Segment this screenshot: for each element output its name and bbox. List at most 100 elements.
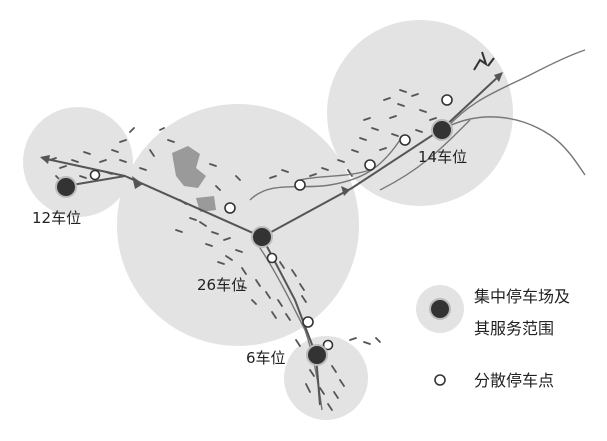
roads	[249, 49, 586, 411]
settlement-mark	[419, 109, 427, 113]
settlement-mark	[397, 103, 405, 107]
settlement-mark	[411, 93, 419, 97]
road	[249, 139, 401, 201]
settlement-mark	[383, 97, 391, 101]
settlement-mark	[281, 169, 289, 173]
settlement-mark	[119, 159, 127, 163]
settlement-mark	[337, 159, 345, 163]
scattered-parking-point	[266, 252, 278, 264]
settlement-mark	[371, 127, 379, 131]
settlement-mark	[271, 311, 277, 319]
scattered-parking-point	[364, 159, 376, 171]
parking-hubs	[55, 119, 453, 366]
settlement-mark	[301, 295, 307, 303]
settlement-mark	[321, 167, 329, 171]
settlement-mark	[251, 299, 257, 305]
settlement-mark	[189, 217, 197, 221]
settlement-mark	[349, 337, 357, 341]
settlement-mark	[119, 139, 127, 143]
settlement-mark	[129, 127, 135, 133]
settlement-mark	[209, 163, 217, 167]
settlement-mark	[331, 365, 337, 373]
route	[261, 74, 501, 238]
settlement-mark	[71, 159, 79, 163]
settlement-mark	[277, 299, 283, 307]
settlement-mark	[83, 151, 91, 155]
road	[444, 49, 586, 131]
settlement-mark	[379, 147, 387, 151]
road	[299, 169, 371, 181]
service-area-14	[327, 20, 513, 206]
settlement-mark	[225, 255, 233, 261]
settlement-mark	[167, 139, 175, 143]
settlement-mark	[239, 285, 247, 289]
scattered-parking-point	[294, 179, 306, 191]
settlement-mark	[285, 313, 291, 321]
settlement-mark	[205, 243, 213, 247]
buildings	[172, 146, 216, 212]
scattered-parking-point	[441, 94, 453, 106]
legend-scattered-swatch	[434, 374, 446, 386]
route-arrow	[40, 155, 50, 164]
scattered-parking-point	[322, 339, 334, 351]
settlement-mark	[59, 165, 67, 169]
site-label-12: 12车位	[32, 209, 81, 227]
service-area-6	[284, 336, 368, 420]
settlement-mark	[159, 127, 165, 131]
settlement-mark	[215, 185, 221, 191]
route-arrow	[341, 186, 350, 196]
routes	[41, 74, 501, 406]
settlement-mark	[235, 249, 243, 253]
settlement-mark	[295, 339, 301, 347]
site-labels: 12车位 26车位 14车位 6车位	[32, 148, 467, 367]
parking-hub-14	[431, 119, 453, 141]
settlement-mark	[199, 221, 207, 227]
settlement-mark	[149, 149, 155, 157]
settlement-mark	[139, 167, 147, 171]
settlement-mark	[389, 115, 397, 119]
parking-hub-6	[306, 344, 328, 366]
settlement-mark	[255, 279, 261, 287]
settlement-mark	[415, 129, 423, 133]
settlement-mark	[375, 337, 381, 343]
site-label-26: 26车位	[197, 276, 246, 294]
legend-scattered-label: 分散停车点	[474, 371, 554, 390]
settlement-mark	[391, 133, 399, 137]
road	[444, 116, 586, 176]
settlement-mark	[235, 175, 241, 181]
small-marker-icon	[473, 51, 495, 71]
scattered-parking-points	[89, 94, 453, 351]
building-block	[196, 196, 216, 212]
settlement-mark	[211, 231, 219, 235]
settlement-mark	[305, 383, 311, 393]
road	[379, 119, 471, 191]
settlement-mark	[347, 169, 353, 177]
settlement-mark	[363, 341, 371, 345]
route-arrow	[494, 72, 503, 82]
settlement-mark	[111, 149, 119, 153]
building-block	[172, 146, 206, 188]
service-area-26	[117, 104, 359, 346]
settlement-mark	[339, 379, 345, 387]
settlement-mark	[279, 261, 285, 269]
site-label-14: 14车位	[418, 148, 467, 166]
settlement-mark	[265, 291, 271, 299]
settlement-mark	[309, 369, 315, 377]
settlement-mark	[217, 261, 225, 265]
settlement-mark	[359, 137, 367, 141]
route	[41, 157, 126, 177]
legend: 集中停车场及 其服务范围 分散停车点	[429, 287, 570, 390]
settlement-mark	[175, 229, 183, 233]
parking-hub-26	[251, 226, 273, 248]
settlement-mark	[223, 237, 231, 241]
legend-centralized-line2: 其服务范围	[474, 319, 554, 338]
scattered-parking-point	[302, 316, 314, 328]
settlement-mark	[327, 403, 333, 411]
settlement-mark	[333, 391, 339, 399]
parking-hub-12	[55, 176, 77, 198]
route	[261, 236, 321, 406]
site-label-6: 6车位	[246, 349, 286, 367]
settlement-marks	[49, 89, 437, 411]
